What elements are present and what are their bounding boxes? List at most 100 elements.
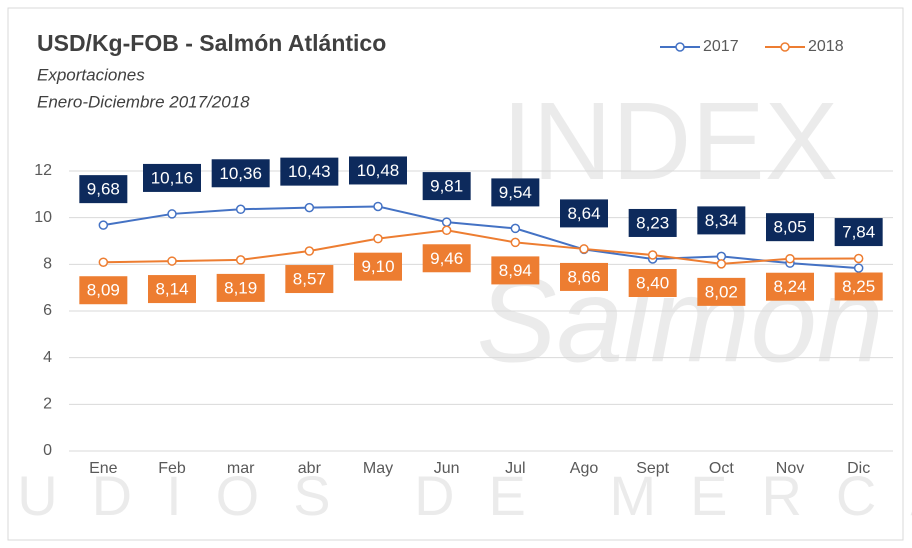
- data-label-box: [211, 159, 270, 188]
- data-label-box: [560, 199, 608, 228]
- data-label: 8,05: [773, 218, 806, 237]
- data-label-box: [79, 175, 128, 204]
- data-label-box: [143, 163, 201, 192]
- data-label: 10,48: [357, 161, 400, 180]
- data-label-box: [766, 272, 814, 301]
- data-label-box: [354, 252, 402, 281]
- x-tick-label: May: [363, 460, 393, 477]
- data-point: [304, 202, 315, 213]
- data-label-box: [628, 269, 677, 297]
- data-point: [716, 259, 727, 269]
- data-point: [853, 253, 864, 264]
- data-label: 10,43: [288, 162, 331, 181]
- data-point: [373, 201, 383, 212]
- data-point: [235, 204, 246, 215]
- data-label: 8,94: [499, 261, 532, 280]
- data-label-box: [491, 256, 540, 285]
- x-tick-label: mar: [227, 460, 255, 477]
- data-label: 8,66: [567, 267, 600, 286]
- data-label: 10,16: [151, 168, 194, 187]
- data-label: 8,40: [636, 273, 669, 292]
- data-label: 8,02: [705, 282, 738, 301]
- data-label-box: [491, 178, 540, 207]
- data-label-box: [422, 244, 471, 273]
- data-label-box: [216, 273, 265, 302]
- data-label: 7,84: [842, 223, 875, 242]
- data-point: [304, 246, 315, 256]
- data-label: 8,24: [773, 277, 806, 296]
- y-tick-label: 12: [34, 162, 52, 179]
- x-tick-label: Jun: [434, 460, 460, 477]
- data-point: [235, 255, 246, 265]
- data-label: 8,64: [567, 204, 600, 223]
- data-label-box: [834, 218, 883, 247]
- x-tick-label: Ago: [570, 460, 599, 477]
- chart-subtitle: Enero-Diciembre 2017/2018: [37, 92, 250, 111]
- data-label: 8,57: [293, 270, 326, 289]
- data-label-box: [79, 276, 128, 305]
- data-label-box: [766, 213, 814, 242]
- x-tick-label: Jul: [505, 460, 525, 477]
- data-label: 8,14: [155, 280, 188, 299]
- y-tick-label: 6: [43, 302, 52, 319]
- legend-marker: [780, 42, 790, 52]
- x-tick-label: Sept: [636, 460, 669, 477]
- data-point: [373, 233, 383, 244]
- data-label-box: [285, 265, 334, 294]
- data-label-box: [697, 277, 746, 306]
- data-point: [510, 237, 521, 248]
- y-tick-label: 8: [43, 256, 52, 273]
- chart-title: USD/Kg-FOB - Salmón Atlántico: [37, 30, 386, 56]
- data-label-box: [560, 262, 608, 291]
- data-label: 9,10: [361, 257, 394, 276]
- data-point: [167, 256, 177, 266]
- data-label: 9,54: [499, 183, 532, 202]
- watermark-text: ESTUDIOS DE MERCADO: [0, 464, 912, 527]
- series-line: [103, 205, 859, 270]
- data-label: 10,36: [219, 164, 262, 183]
- x-tick-label: Oct: [709, 460, 734, 477]
- y-tick-label: 10: [34, 209, 52, 226]
- chart-subtitle: Exportaciones: [37, 65, 145, 84]
- data-label-box: [628, 208, 677, 237]
- data-label-box: [280, 157, 339, 186]
- data-point: [647, 250, 658, 260]
- x-tick-label: Dic: [847, 460, 870, 477]
- data-point: [853, 263, 864, 273]
- x-tick-label: Nov: [776, 460, 804, 477]
- data-label: 8,09: [87, 281, 120, 300]
- data-label: 9,81: [430, 177, 463, 196]
- x-tick-label: abr: [298, 460, 322, 477]
- data-label-box: [697, 206, 746, 235]
- data-point: [98, 220, 109, 230]
- data-point: [579, 244, 589, 254]
- watermark-text: Salmón: [477, 254, 884, 388]
- data-label-box: [148, 275, 196, 304]
- legend-label: 2017: [703, 38, 739, 55]
- data-label: 8,19: [224, 278, 257, 297]
- data-label: 8,23: [636, 213, 669, 232]
- data-label-box: [834, 272, 883, 301]
- watermark-text: INDEX: [502, 80, 838, 203]
- data-point: [98, 257, 109, 267]
- data-label-box: [422, 172, 471, 201]
- data-point: [441, 225, 452, 236]
- data-label-box: [349, 156, 407, 185]
- data-label: 9,68: [87, 180, 120, 199]
- x-tick-label: Ene: [89, 460, 118, 477]
- y-tick-label: 4: [43, 349, 52, 366]
- x-tick-label: Feb: [158, 460, 186, 477]
- data-point: [167, 209, 177, 219]
- data-point: [510, 223, 521, 234]
- legend-marker: [675, 42, 685, 52]
- data-label: 8,34: [705, 211, 738, 230]
- watermark: INDEX Salmón ESTUDIOS DE MERCADO: [0, 80, 912, 527]
- y-tick-label: 2: [43, 396, 52, 413]
- y-tick-label: 0: [43, 442, 52, 459]
- data-point: [785, 253, 795, 264]
- data-label: 8,25: [842, 277, 875, 296]
- data-label: 9,46: [430, 249, 463, 268]
- data-point: [441, 217, 452, 227]
- legend-label: 2018: [808, 38, 844, 55]
